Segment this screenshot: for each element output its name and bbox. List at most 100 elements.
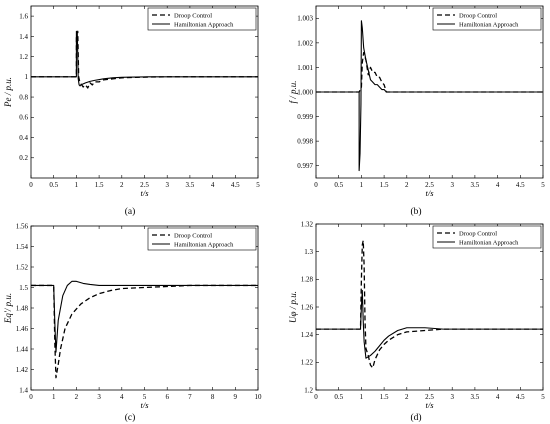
legend-entry: Hamiltonian Approach: [459, 239, 519, 246]
y-tick-label: 0.8: [19, 93, 28, 101]
x-tick-label: 5: [541, 393, 545, 401]
x-axis-label: t/s: [425, 188, 434, 198]
x-tick-label: 3.5: [471, 181, 480, 189]
y-tick-label: 1.44: [16, 345, 29, 353]
y-axis-label: Pe / p.u.: [3, 77, 13, 108]
x-tick-label: 3: [450, 393, 454, 401]
y-tick-label: 1.22: [301, 359, 314, 367]
legend-entry: Hamiltonian Approach: [174, 241, 234, 248]
x-tick-label: 6: [165, 393, 169, 401]
plot-frame: [30, 5, 259, 179]
y-tick-label: 0.999: [297, 113, 313, 121]
y-axis-label: Eq'/ p.u.: [3, 293, 13, 324]
x-tick-label: 4: [120, 393, 124, 401]
x-tick-label: 10: [255, 393, 263, 401]
y-tick-label: 1.2: [304, 386, 313, 394]
y-tick-label: 1.26: [301, 303, 314, 311]
x-tick-label: 1: [360, 181, 364, 189]
x-axis-label: t/s: [140, 188, 149, 198]
legend: Droop Control Hamiltonian Approach: [432, 7, 542, 31]
legend: Droop Control Hamiltonian Approach: [147, 227, 257, 251]
legend-box: [432, 7, 542, 31]
x-tick-label: 5: [143, 393, 147, 401]
x-tick-label: 2: [405, 393, 409, 401]
x-tick-label: 0: [314, 393, 318, 401]
x-tick-label: 2.5: [425, 181, 434, 189]
x-tick-label: 3: [165, 181, 169, 189]
x-tick-label: 4: [496, 393, 500, 401]
y-tick-label: 1.6: [19, 13, 28, 21]
x-tick-label: 2: [75, 393, 79, 401]
x-tick-label: 4: [211, 181, 215, 189]
plot-frame: [315, 223, 544, 391]
legend-box: [147, 227, 257, 251]
x-tick-label: 0: [29, 181, 33, 189]
chart-panel-a: 0 0.5 1 1.5 2 2.5 3 3.5 4 4.5 5 0.2 0.4 0.6 0.8 1 1.2 1.4…: [3, 5, 260, 217]
y-tick-label: 1.46: [16, 325, 29, 333]
x-tick-label: 9: [234, 393, 238, 401]
x-tick-label: 1.5: [95, 181, 104, 189]
y-tick-label: 1.48: [16, 304, 29, 312]
legend: Droop Control Hamiltonian Approach: [432, 225, 542, 249]
x-tick-label: 5: [256, 181, 260, 189]
x-axis-label: t/s: [425, 400, 434, 410]
panel-caption: (d): [410, 412, 421, 423]
chart-panel-d: 0 0.5 1 1.5 2 2.5 3 3.5 4 4.5 5 1.2 1.22 1.24 1.26 1.28…: [288, 220, 545, 423]
y-tick-label: 0.6: [19, 114, 28, 122]
y-tick-label: 0.2: [19, 154, 28, 162]
y-tick-label: 1.001: [297, 64, 313, 72]
y-tick-label: 1.4: [19, 33, 28, 41]
legend: Droop Control Hamiltonian Approach: [147, 7, 257, 31]
series-line-hamiltonian-approach: [316, 20, 543, 172]
y-tick-label: 1.52: [16, 263, 29, 271]
x-tick-label: 0: [29, 393, 33, 401]
y-tick-label: 1.3: [304, 248, 313, 256]
x-tick-label: 4.5: [516, 181, 525, 189]
x-tick-label: 1: [360, 393, 364, 401]
x-tick-label: 1: [75, 181, 79, 189]
x-tick-label: 0: [314, 181, 318, 189]
x-tick-label: 1: [52, 393, 56, 401]
x-tick-label: 3.5: [471, 393, 480, 401]
y-tick-label: 1.002: [297, 39, 313, 47]
series-line-droop-control: [316, 52, 543, 93]
legend-entry: Droop Control: [174, 232, 212, 239]
series-line-hamiltonian-approach: [316, 289, 543, 359]
x-tick-label: 3.5: [186, 181, 195, 189]
y-tick-label: 1.4: [19, 386, 28, 394]
y-tick-label: 1.24: [301, 331, 314, 339]
x-tick-label: 4: [496, 181, 500, 189]
legend-entry: Droop Control: [459, 12, 497, 19]
legend-box: [432, 225, 542, 249]
panel-caption: (b): [410, 206, 421, 217]
legend-entry: Droop Control: [174, 12, 212, 19]
series-line-hamiltonian-approach: [31, 30, 258, 87]
y-tick-label: 0.4: [19, 134, 28, 142]
x-tick-label: 0.5: [334, 393, 343, 401]
y-tick-label: 0.998: [297, 138, 313, 146]
y-tick-label: 1.2: [19, 53, 28, 61]
x-tick-label: 1.5: [380, 181, 389, 189]
series-line-droop-control: [31, 284, 258, 379]
y-tick-label: 1.5: [19, 284, 28, 292]
panel-caption: (a): [125, 206, 136, 217]
chart-panel-b: 0 0.5 1 1.5 2 2.5 3 3.5 4 4.5 5 0.997 0.998 0.999 1.00…: [288, 5, 545, 217]
x-tick-label: 2.5: [425, 393, 434, 401]
y-tick-label: 1.32: [301, 220, 314, 228]
x-tick-label: 2.5: [140, 181, 149, 189]
plot-frame: [30, 225, 259, 391]
y-tick-label: 1.54: [16, 243, 29, 251]
y-tick-label: 1.42: [16, 366, 29, 374]
legend-entry: Droop Control: [459, 230, 497, 237]
x-tick-label: 5: [541, 181, 545, 189]
x-tick-label: 2: [405, 181, 409, 189]
x-tick-label: 2: [120, 181, 124, 189]
y-tick-label: 1.28: [301, 276, 314, 284]
legend-box: [147, 7, 257, 31]
series-line-hamiltonian-approach: [31, 280, 258, 353]
chart-panel-c: 0 1 2 3 4 5 6 7 8 9 10 1.4 1.42 1.44 1.46 1.48 1.5 1.52 1.…: [3, 222, 262, 423]
y-tick-label: 1: [25, 73, 29, 81]
y-tick-label: 1.003: [297, 15, 313, 23]
y-axis-label: f / p.u.: [288, 80, 298, 103]
x-tick-label: 0.5: [49, 181, 58, 189]
